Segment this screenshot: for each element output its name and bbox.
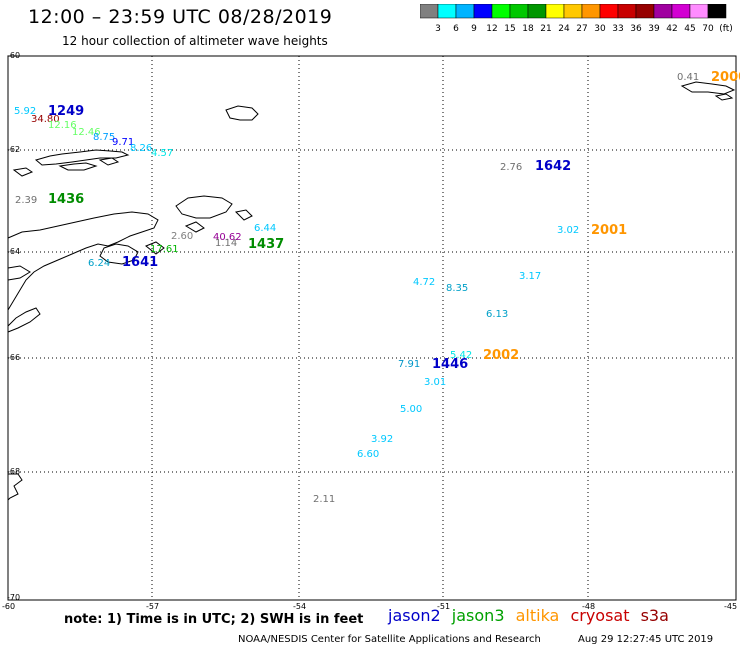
wave-height-label: 2.39 <box>15 195 37 206</box>
scale-label: 9 <box>471 24 477 34</box>
wave-height-label: 3.02 <box>557 225 579 236</box>
legend-item-jason3: jason3 <box>451 606 505 625</box>
footer-note: note: 1) Time is in UTC; 2) SWH is in fe… <box>64 612 364 627</box>
scale-label: 39 <box>648 24 660 34</box>
scale-label: 12 <box>486 24 497 34</box>
scale-label: 15 <box>504 24 515 34</box>
wave-height-label: 40.62 <box>213 232 242 243</box>
wave-height-label: 6.60 <box>357 449 379 460</box>
wave-height-label: 5.00 <box>400 404 422 415</box>
scale-label: 36 <box>630 24 642 34</box>
credit-line: NOAA/NESDIS Center for Satellite Applica… <box>238 634 738 645</box>
satellite-legend: jason2 jason3 altika cryosat s3a <box>388 606 675 625</box>
page-title: 12:00 – 23:59 UTC 08/28/2019 <box>28 6 333 28</box>
scale-label: 27 <box>576 24 587 34</box>
lat-tick-label: -68 <box>7 467 20 476</box>
scale-label: 24 <box>558 24 570 34</box>
wave-height-label: 17.61 <box>150 244 179 255</box>
wave-height-label: 34.80 <box>31 114 60 125</box>
wave-height-label: 4.57 <box>151 148 173 159</box>
wave-height-label: 9.71 <box>112 137 134 148</box>
wave-height-label: 12.16 <box>48 120 77 131</box>
wave-height-label: 5.92 <box>14 106 36 117</box>
legend-item-altika: altika <box>515 606 560 625</box>
wave-height-label: 12.46 <box>72 127 101 138</box>
lon-tick-label: -54 <box>293 602 306 611</box>
legend-item-cryosat: cryosat <box>570 606 630 625</box>
lon-tick-label: -60 <box>2 602 15 611</box>
lon-tick-label: -48 <box>582 602 595 611</box>
pass-time-label: 1642 <box>535 159 571 174</box>
scale-swatch <box>707 4 727 19</box>
wave-height-label: 2.11 <box>313 494 335 505</box>
lat-tick-label: -70 <box>7 593 20 602</box>
scale-label: 18 <box>522 24 534 34</box>
credit-text: NOAA/NESDIS Center for Satellite Applica… <box>238 634 541 645</box>
wave-height-label: 6.44 <box>254 223 276 234</box>
wave-height-label: 3.92 <box>371 434 393 445</box>
pass-time-label: 1249 <box>48 104 84 119</box>
wave-height-label: 8.35 <box>446 283 468 294</box>
scale-label: 3 <box>435 24 441 34</box>
lat-tick-label: -62 <box>7 145 20 154</box>
wave-height-label: 1.14 <box>215 238 237 249</box>
wave-height-label: 3.17 <box>519 271 541 282</box>
coastline <box>7 81 736 501</box>
scale-label: (ft) <box>719 24 733 34</box>
legend-item-s3a: s3a <box>640 606 669 625</box>
wave-height-color-scale: 3 6 9 12 15 18 21 24 27 30 33 36 39 42 45 70 (ft) <box>420 4 733 34</box>
map-frame <box>7 55 737 601</box>
scale-label: 6 <box>453 24 459 34</box>
lat-tick-label: -64 <box>7 247 20 256</box>
wave-height-label: 2.76 <box>500 162 522 173</box>
lat-tick-label: -66 <box>7 353 20 362</box>
lon-tick-label: -45 <box>724 602 737 611</box>
scale-label: 21 <box>540 24 551 34</box>
wave-height-label: 3.01 <box>424 377 446 388</box>
scale-label: 42 <box>666 24 677 34</box>
wave-height-label: 0.41 <box>677 72 699 83</box>
generated-timestamp: Aug 29 12:27:45 UTC 2019 <box>578 634 714 645</box>
scale-label: 70 <box>702 24 714 34</box>
pass-time-label: 2001 <box>591 223 627 238</box>
wave-height-label: 8.75 <box>93 132 115 143</box>
pass-time-label: 1446 <box>432 357 468 372</box>
scale-label: 30 <box>594 24 606 34</box>
page-subtitle: 12 hour collection of altimeter wave hei… <box>62 34 328 48</box>
scale-label: 33 <box>612 24 623 34</box>
wave-height-label: 6.13 <box>486 309 508 320</box>
wave-height-label: 7.91 <box>398 359 420 370</box>
pass-time-label: 2000 <box>711 70 740 85</box>
wave-height-label: 8.26 <box>130 143 152 154</box>
pass-time-label: 1641 <box>122 255 158 270</box>
pass-time-label: 1436 <box>48 192 84 207</box>
wave-height-label: 4.72 <box>413 277 435 288</box>
lon-tick-label: -51 <box>437 602 450 611</box>
pass-time-label: 1437 <box>248 237 284 252</box>
wave-height-label: 2.60 <box>171 231 193 242</box>
graticule <box>8 56 736 600</box>
pass-time-label: 2002 <box>483 348 519 363</box>
scale-label: 45 <box>684 24 695 34</box>
legend-item-jason2: jason2 <box>388 606 441 625</box>
lat-tick-label: -60 <box>7 51 20 60</box>
wave-height-label: 6.24 <box>88 258 110 269</box>
lon-tick-label: -57 <box>146 602 159 611</box>
wave-height-label: 5.42 <box>450 350 472 361</box>
